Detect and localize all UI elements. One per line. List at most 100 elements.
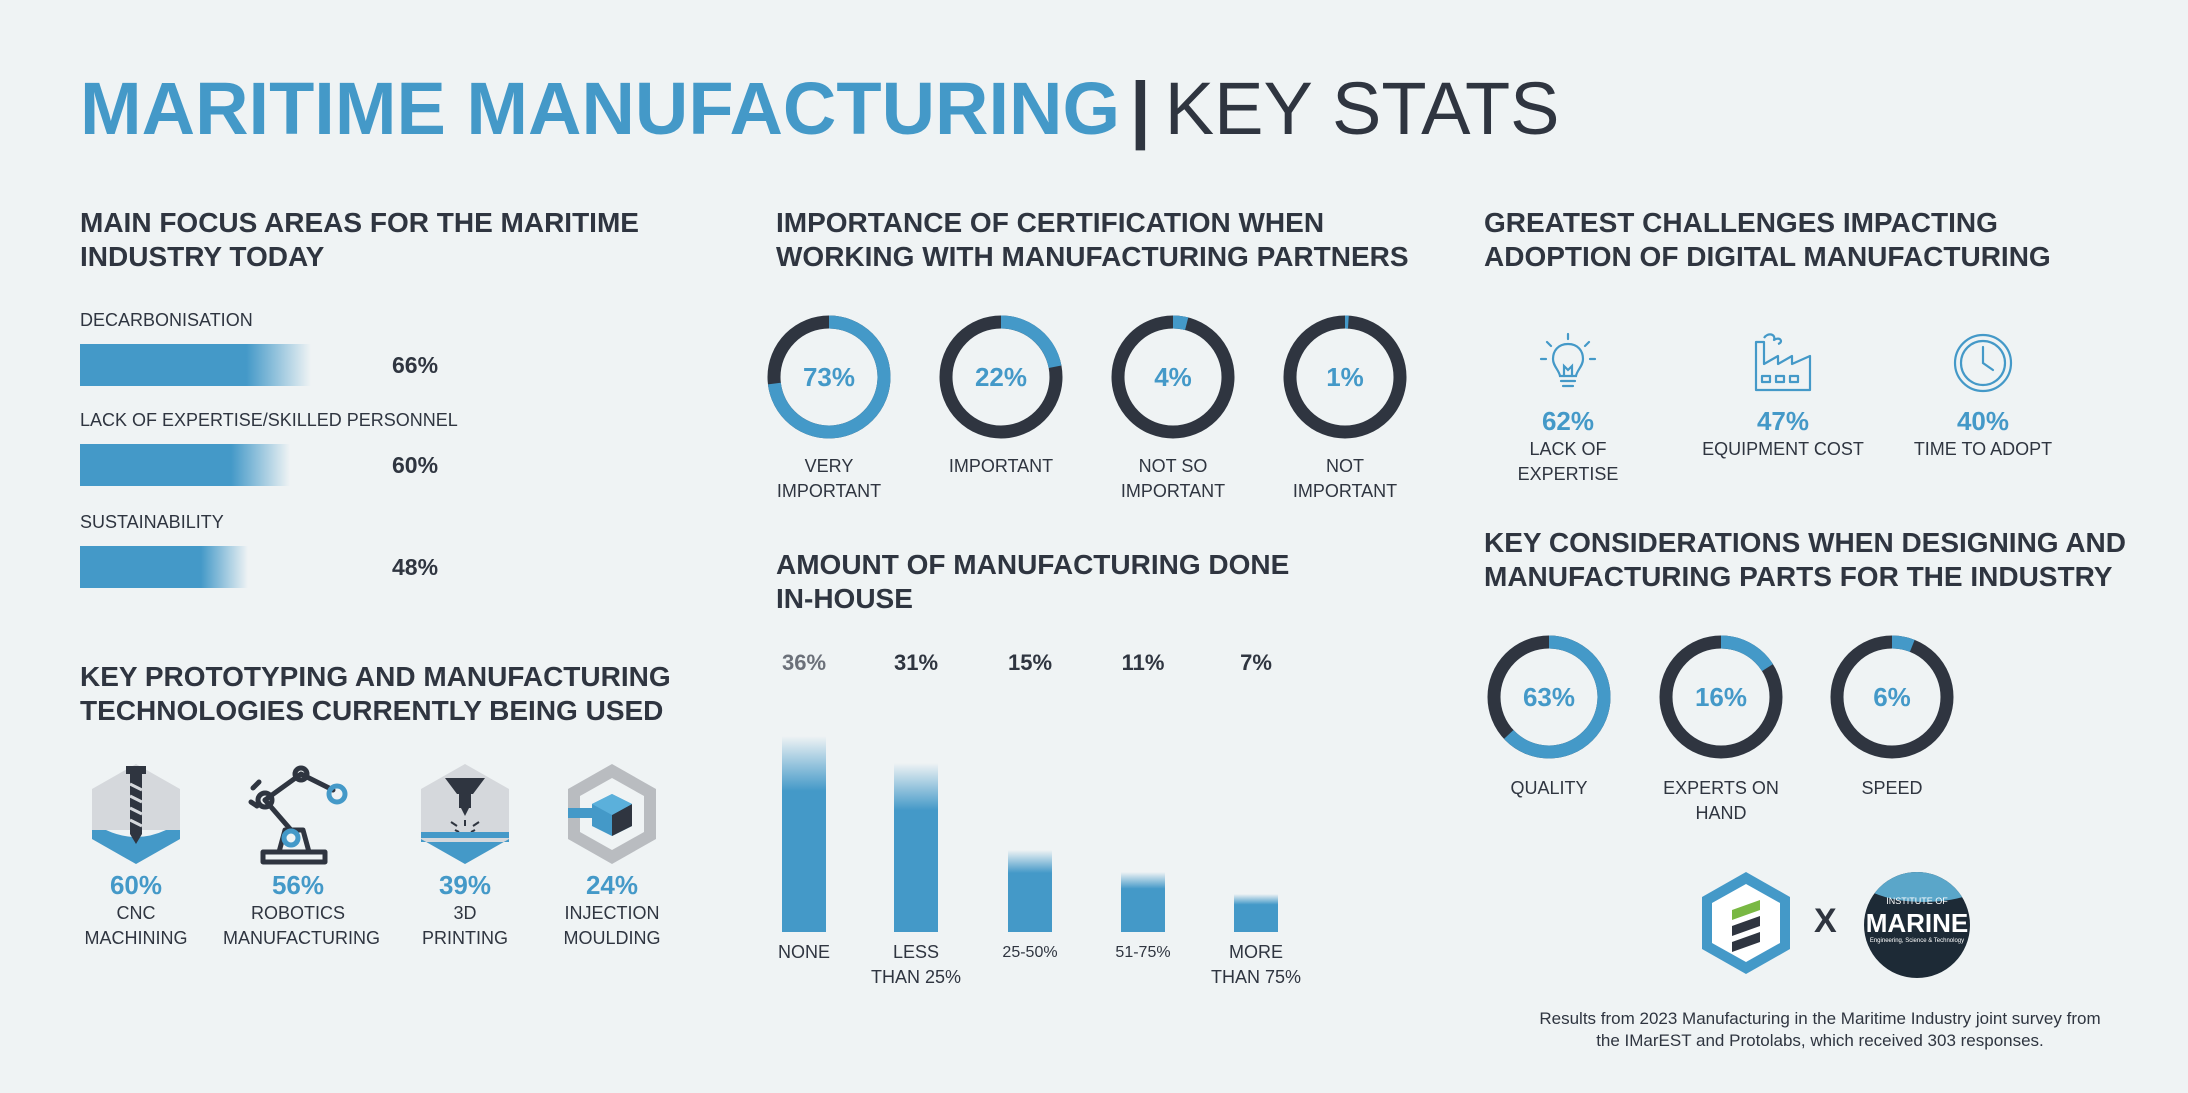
cert-label: IMPORTANT <box>948 456 1054 476</box>
donut-svg: 1% <box>1283 315 1407 439</box>
donut-value: 6% <box>1873 682 1911 712</box>
cert-item: 22% IMPORTANT <box>936 312 1066 479</box>
focus-bar-value: 66% <box>392 352 439 378</box>
focus-bar <box>80 344 311 386</box>
cert-item: 73% VERY IMPORTANT <box>764 312 894 504</box>
cert-donut: 73% <box>764 312 894 442</box>
donut-value: 16% <box>1695 682 1747 712</box>
imarest-logo: INSTITUTE OF MARINE Engineering, Science… <box>1864 872 1970 978</box>
consideration-donut: 16% <box>1656 632 1786 762</box>
inhouse-bar-category: NONE <box>777 942 830 962</box>
donut-arc <box>1283 315 1407 439</box>
tech-value: 24% <box>585 870 639 900</box>
inhouse-bar <box>1008 850 1052 932</box>
cert-item: 1% NOT IMPORTANT <box>1280 312 1410 504</box>
challenge-value: 47% <box>1756 406 1810 436</box>
technologies-heading: KEY PROTOTYPING AND MANUFACTURING TECHNO… <box>80 661 671 726</box>
donut-svg: 22% <box>939 315 1063 439</box>
footer-note: Results from 2023 Manufacturing in the M… <box>1539 1009 2101 1050</box>
donut-value: 4% <box>1154 362 1192 392</box>
cert-donut: 22% <box>936 312 1066 442</box>
donut-arc <box>1487 635 1611 759</box>
inhouse-bar-chart: 36% NONE 31% LESS THAN 25% 15% 25-50% 11% 51-75%… <box>760 646 1320 987</box>
title-main: MARITIME MANUFACTURING <box>80 67 1121 150</box>
tech-item-injection: 24% INJECTION MOULDING <box>537 760 687 951</box>
challenge-value: 62% <box>1541 406 1595 436</box>
inhouse-bar-value: 36% <box>781 650 827 675</box>
challenge-item: 40% TIME TO ADOPT <box>1893 330 2073 462</box>
lightbulb-icon <box>1539 332 1597 388</box>
title-sub: KEY STATS <box>1164 67 1560 150</box>
cert-item: 4% NOT SO IMPORTANT <box>1108 312 1238 504</box>
title-separator: | <box>1130 67 1151 150</box>
tech-item-robotics: 56% ROBOTICS MANUFACTURING <box>223 760 380 951</box>
tech-label: 3D PRINTING <box>421 903 508 948</box>
tech-value: 56% <box>271 870 325 900</box>
clock-icon <box>1953 333 2013 393</box>
donut-arc <box>939 315 1063 439</box>
focus-bar <box>80 444 290 486</box>
consideration-label: EXPERTS ON HAND <box>1663 778 1779 823</box>
inhouse-bar-category: LESS THAN 25% <box>870 942 962 987</box>
challenge-item: 47% EQUIPMENT COST <box>1693 330 1873 462</box>
donut-arc <box>1830 635 1954 759</box>
considerations-donut-chart: 63% QUALITY 16% EXPERTS ON HAND 6% SPEED <box>1480 632 2000 832</box>
injection-mould-icon <box>568 764 656 864</box>
tech-item-3d-printing: 39% 3D PRINTING <box>390 760 540 951</box>
donut-svg: 63% <box>1487 635 1611 759</box>
donut-value: 73% <box>803 362 855 392</box>
challenge-label: EQUIPMENT COST <box>1702 439 1864 459</box>
logos-times: X <box>1814 902 1837 940</box>
tech-item-cnc: 60% CNC MACHINING <box>61 760 211 951</box>
cert-label: NOT SO IMPORTANT <box>1120 456 1226 501</box>
cert-label: VERY IMPORTANT <box>776 456 882 501</box>
cert-donut: 4% <box>1108 312 1238 442</box>
inhouse-heading: AMOUNT OF MANUFACTURING DONE IN-HOUSE <box>776 549 1290 614</box>
donut-svg: 16% <box>1659 635 1783 759</box>
challenge-value: 40% <box>1956 406 2010 436</box>
focus-bar-label: SUSTAINABILITY <box>80 512 224 532</box>
donut-value: 22% <box>975 362 1027 392</box>
focus-bar-value: 60% <box>392 452 439 478</box>
certification-donut-chart: 73% VERY IMPORTANT 22% IMPORTANT 4% NOT S… <box>764 312 1424 502</box>
donut-value: 1% <box>1326 362 1364 392</box>
3d-printer-icon <box>421 764 509 864</box>
consideration-item: 63% QUALITY <box>1484 632 1614 801</box>
consideration-donut: 6% <box>1827 632 1957 762</box>
donut-svg: 73% <box>767 315 891 439</box>
consideration-donut: 63% <box>1484 632 1614 762</box>
focus-heading: MAIN FOCUS AREAS FOR THE MARITIME INDUST… <box>80 207 639 272</box>
inhouse-bar-category: 25-50% <box>1002 944 1058 961</box>
consideration-item: 16% EXPERTS ON HAND <box>1656 632 1786 826</box>
inhouse-bar-value: 31% <box>893 650 939 675</box>
challenge-item: 62% LACK OF EXPERTISE <box>1478 330 1658 487</box>
consideration-item: 6% SPEED <box>1827 632 1957 801</box>
challenge-label: LACK OF EXPERTISE <box>1517 439 1619 484</box>
donut-arc <box>767 315 891 439</box>
tech-value: 60% <box>109 870 163 900</box>
tech-label: CNC MACHINING <box>84 903 188 948</box>
challenges-heading: GREATEST CHALLENGES IMPACTING ADOPTION O… <box>1484 207 2051 272</box>
factory-icon <box>1754 333 1812 392</box>
inhouse-bar-category: 51-75% <box>1115 944 1171 961</box>
inhouse-bar-value: 11% <box>1121 650 1165 675</box>
cert-donut: 1% <box>1280 312 1410 442</box>
consideration-label: QUALITY <box>1510 778 1588 798</box>
donut-value: 63% <box>1523 682 1575 712</box>
inhouse-bar <box>782 736 826 932</box>
inhouse-bar-category: MORE THAN 75% <box>1210 942 1302 987</box>
focus-bar-label: LACK OF EXPERTISE/SKILLED PERSONNEL <box>80 410 458 430</box>
focus-bar-value: 48% <box>392 554 439 580</box>
tech-label: ROBOTICS MANUFACTURING <box>223 903 380 948</box>
cert-label: NOT IMPORTANT <box>1292 456 1398 501</box>
cnc-drill-icon <box>92 764 180 864</box>
certification-heading: IMPORTANCE OF CERTIFICATION WHEN WORKING… <box>776 207 1409 272</box>
tech-value: 39% <box>438 870 492 900</box>
focus-bar-chart: DECARBONISATION 66% LACK OF EXPERTISE/SK… <box>80 306 500 596</box>
focus-bar-label: DECARBONISATION <box>80 310 253 330</box>
challenge-label: TIME TO ADOPT <box>1913 439 2053 459</box>
protolabs-logo <box>1702 872 1790 974</box>
donut-arc <box>1659 635 1783 759</box>
focus-bar <box>80 546 248 588</box>
inhouse-bar-value: 15% <box>1007 650 1053 675</box>
